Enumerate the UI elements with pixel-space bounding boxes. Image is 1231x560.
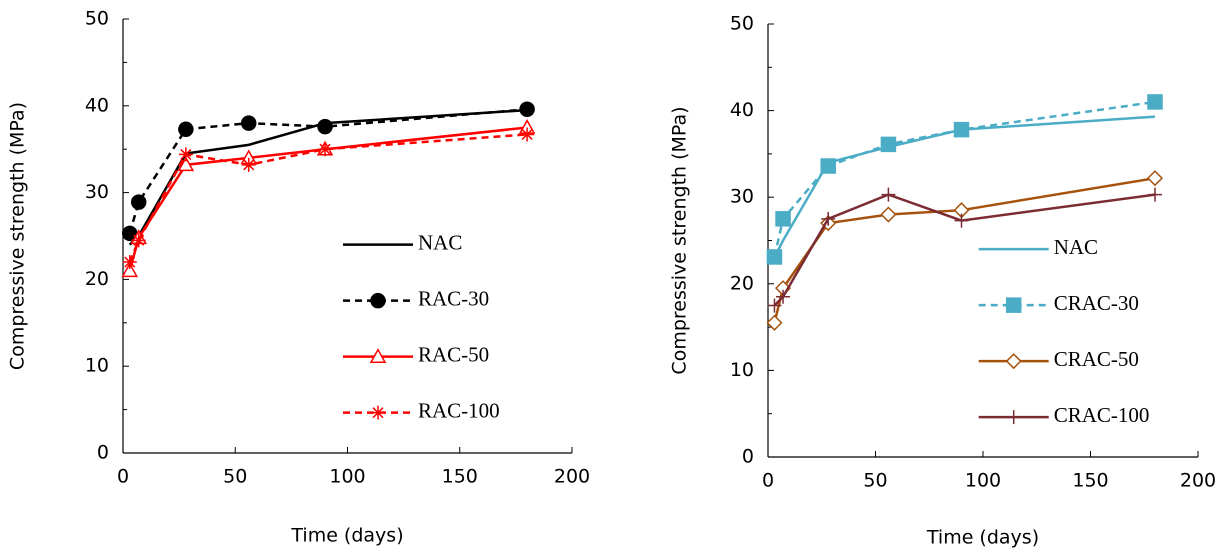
y-tick-label: 50 [85, 8, 109, 30]
marker [821, 211, 836, 226]
x-axis-title: Time (days) [290, 525, 403, 547]
x-tick-label: 0 [117, 466, 129, 488]
y-tick-label: 40 [85, 94, 109, 116]
legend-label: RAC-50 [418, 342, 489, 366]
marker [820, 158, 836, 174]
legend-label: RAC-100 [418, 398, 500, 422]
legend-label: NAC [418, 230, 462, 254]
y-tick-label: 20 [730, 272, 754, 294]
y-tick-label: 0 [742, 446, 754, 468]
marker [1146, 170, 1164, 187]
marker [775, 211, 791, 227]
legend-label: CRAC-100 [1054, 403, 1150, 427]
marker [776, 289, 791, 304]
marker [370, 292, 386, 309]
y-tick-label: 50 [730, 13, 754, 35]
y-axis-title: Compressive strength (MPa) [7, 102, 29, 370]
marker [954, 213, 969, 228]
legend-label: CRAC-50 [1054, 347, 1139, 371]
marker [318, 142, 333, 157]
marker [317, 118, 333, 135]
marker [520, 127, 535, 142]
y-axis-title: Compressive strength (MPa) [669, 106, 691, 374]
marker [1148, 187, 1162, 202]
marker [881, 187, 896, 202]
marker [121, 262, 139, 278]
marker [369, 348, 387, 364]
legend-label: CRAC-30 [1054, 291, 1139, 315]
y-tick-label: 30 [85, 181, 109, 203]
marker [371, 405, 386, 420]
y-tick-label: 20 [85, 268, 109, 290]
legend-label: RAC-30 [418, 286, 489, 310]
marker [767, 298, 782, 313]
marker [130, 194, 147, 210]
marker [178, 121, 194, 137]
series-line [773, 115, 1156, 259]
series-line [773, 193, 1156, 307]
marker [1147, 94, 1163, 110]
marker [241, 157, 256, 172]
y-tick-label: 10 [730, 359, 754, 381]
x-tick-label: 100 [329, 466, 365, 488]
marker [177, 156, 195, 172]
x-tick-label: 50 [863, 470, 887, 492]
y-tick-label: 30 [730, 186, 754, 208]
x-tick-label: 150 [1072, 470, 1108, 492]
marker [766, 249, 783, 265]
marker [1006, 410, 1021, 425]
x-tick-label: 150 [442, 466, 478, 488]
legend-label: NAC [1054, 235, 1098, 259]
marker [131, 233, 146, 248]
marker [880, 206, 897, 223]
marker [122, 255, 137, 270]
x-tick-label: 100 [965, 470, 1001, 492]
y-tick-label: 40 [730, 99, 754, 121]
marker [240, 115, 257, 131]
y-tick-label: 0 [97, 442, 109, 464]
x-tick-label: 0 [762, 470, 774, 492]
x-axis-title: Time (days) [926, 527, 1039, 549]
marker [519, 101, 535, 118]
marker [766, 314, 783, 331]
x-tick-label: 50 [223, 466, 247, 488]
marker [953, 121, 970, 138]
series-line [773, 100, 1156, 258]
x-tick-label: 200 [554, 466, 590, 488]
marker [1005, 297, 1022, 313]
y-tick-label: 10 [85, 355, 109, 377]
marker [880, 136, 897, 153]
x-tick-label: 200 [1180, 470, 1216, 492]
marker [1005, 353, 1022, 370]
marker [178, 147, 193, 162]
